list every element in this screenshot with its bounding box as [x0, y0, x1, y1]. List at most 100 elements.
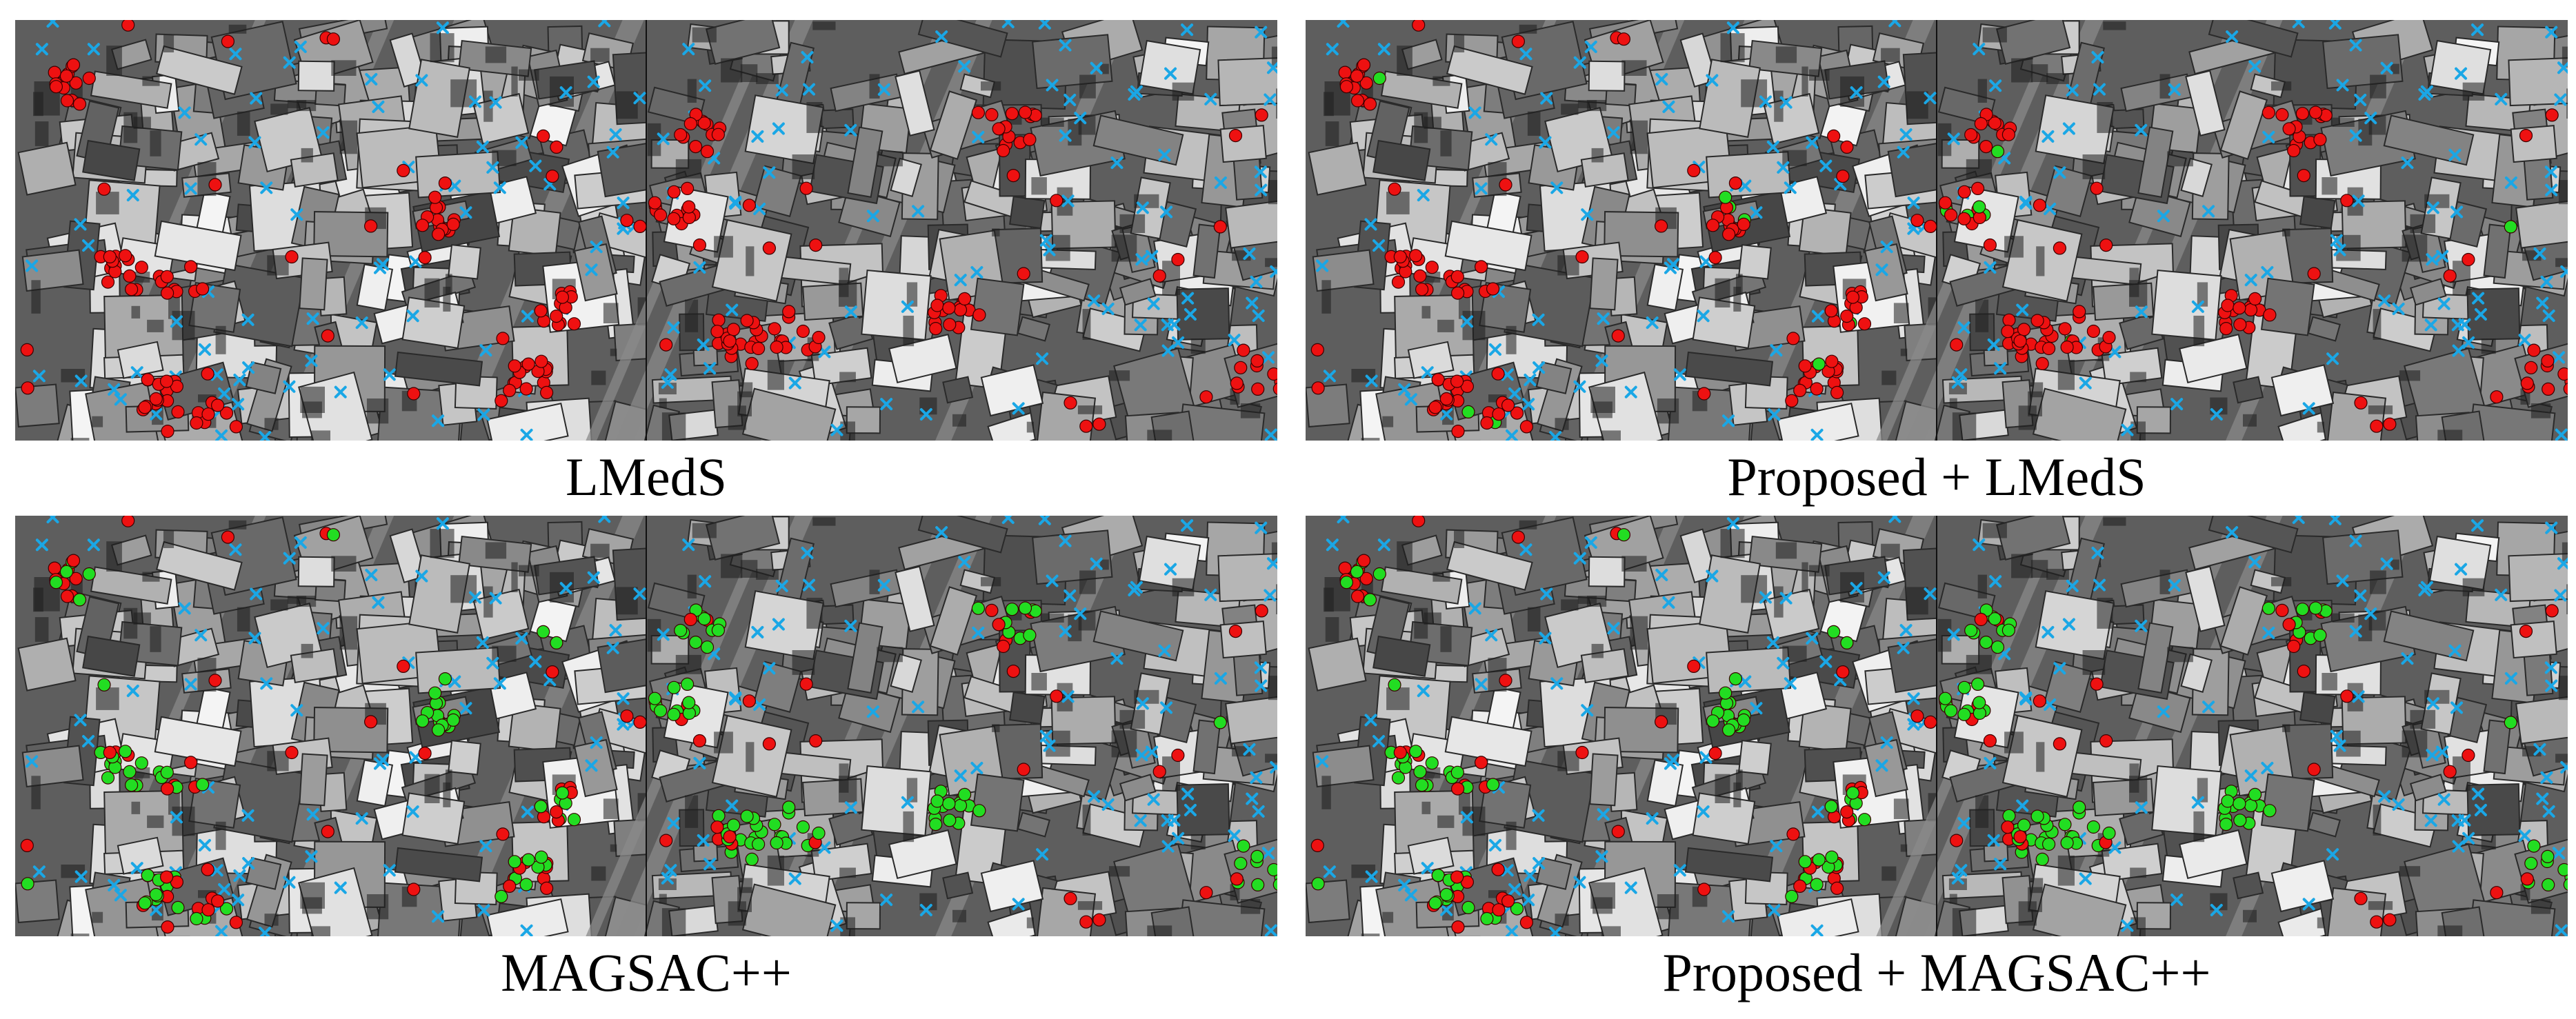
outlier-point — [667, 212, 681, 225]
outlier-point — [1611, 329, 1625, 343]
inlier-point — [521, 853, 535, 867]
keypoint-cross-icon — [214, 925, 228, 936]
keypoint-cross-icon — [493, 181, 506, 194]
right-image — [1876, 20, 2568, 441]
outlier-point — [1357, 554, 1371, 567]
keypoint-cross-icon — [559, 582, 572, 595]
keypoint-cross-icon — [2380, 557, 2393, 570]
outlier-point — [1171, 748, 1185, 763]
outlier-point — [1810, 382, 1824, 396]
keypoint-cross-icon — [1662, 596, 1675, 609]
inlier-point — [141, 868, 154, 882]
outlier-point — [407, 882, 421, 896]
keypoint-cross-icon — [1784, 677, 1797, 690]
outlier-point — [20, 838, 34, 852]
outlier-point — [1199, 390, 1213, 404]
inlier-point — [1267, 862, 1277, 877]
keypoint-cross-icon — [1888, 20, 1901, 28]
outlier-point — [768, 322, 781, 336]
outlier-point — [1924, 715, 1937, 729]
outlier-point — [2017, 323, 2031, 336]
outlier-point — [712, 313, 726, 327]
outlier-point — [1511, 34, 1525, 48]
keypoint-cross-icon — [585, 263, 598, 276]
keypoint-cross-icon — [1398, 383, 1411, 396]
keypoint-cross-icon — [1164, 67, 1177, 80]
keypoint-cross-icon — [1146, 250, 1159, 263]
keypoint-cross-icon — [260, 181, 273, 194]
keypoint-cross-icon — [436, 517, 449, 530]
keypoint-cross-icon — [2560, 760, 2568, 774]
outlier-point — [2035, 356, 2049, 370]
keypoint-cross-icon — [598, 516, 611, 523]
inlier-point — [134, 756, 148, 770]
panel-proposed-magsac — [1306, 516, 2568, 936]
keypoint-cross-icon — [2170, 894, 2184, 907]
outlier-point — [1064, 396, 1077, 410]
keypoint-cross-icon — [697, 834, 710, 847]
outlier-point — [1957, 212, 1971, 225]
inlier-point — [942, 797, 956, 811]
keypoint-cross-icon — [2066, 579, 2079, 592]
outlier-point — [363, 715, 378, 729]
inlier-point — [653, 704, 668, 718]
keypoint-cross-icon — [1475, 182, 1488, 195]
outlier-point — [2287, 143, 2301, 158]
inlier-point — [2017, 818, 2031, 832]
outlier-point — [2462, 748, 2475, 763]
outlier-point — [1617, 32, 1630, 46]
keypoint-cross-icon — [1012, 898, 1025, 911]
keypoint-cross-icon — [489, 96, 502, 109]
outlier-point — [1687, 163, 1701, 177]
keypoint-cross-icon — [1532, 313, 1545, 326]
keypoint-cross-icon — [521, 805, 534, 818]
inlier-point — [508, 855, 521, 869]
keypoint-cross-icon — [1951, 376, 1964, 389]
keypoint-cross-icon — [1880, 241, 1893, 254]
keypoint-cross-icon — [232, 894, 245, 907]
keypoint-cross-icon — [877, 578, 890, 592]
keypoint-cross-icon — [241, 809, 254, 822]
keypoint-cross-icon — [2302, 402, 2315, 415]
outlier-point — [1575, 250, 1589, 264]
outlier-point — [697, 116, 711, 130]
keypoint-cross-icon — [294, 40, 307, 53]
outlier-point — [397, 163, 410, 177]
keypoint-cross-icon — [170, 315, 183, 328]
keypoint-cross-icon — [2328, 516, 2342, 525]
keypoint-cross-icon — [606, 145, 619, 159]
outlier-point — [190, 416, 203, 430]
keypoint-cross-icon — [283, 380, 296, 393]
keypoint-cross-icon — [1064, 589, 1077, 602]
outlier-point — [1451, 782, 1465, 796]
keypoint-cross-icon — [1250, 275, 1263, 288]
keypoint-cross-icon — [1522, 894, 1535, 907]
inlier-point — [219, 902, 234, 916]
keypoint-cross-icon — [751, 130, 764, 143]
keypoint-cross-icon — [1646, 812, 1659, 825]
outlier-point — [2354, 396, 2368, 410]
keypoint-cross-icon — [1038, 20, 1051, 30]
outlier-point — [446, 217, 460, 231]
feature-markers — [1310, 20, 2568, 441]
aerial-image-pair — [1306, 20, 2568, 441]
outlier-point — [2244, 303, 2258, 316]
keypoint-cross-icon — [1880, 736, 1893, 749]
keypoint-cross-icon — [2016, 303, 2029, 316]
outlier-point — [1152, 269, 1166, 283]
keypoint-cross-icon — [1955, 864, 1968, 877]
keypoint-cross-icon — [2518, 334, 2531, 347]
inlier-point — [1391, 771, 1406, 785]
keypoint-cross-icon — [1597, 312, 1610, 325]
keypoint-cross-icon — [1036, 848, 1049, 861]
keypoint-cross-icon — [1059, 129, 1072, 142]
inlier-point — [160, 765, 174, 779]
keypoint-cross-icon — [2452, 344, 2465, 357]
outlier-point — [1798, 359, 1812, 373]
outlier-point — [221, 530, 234, 544]
inlier-point — [1023, 628, 1037, 642]
keypoint-cross-icon — [1135, 253, 1148, 266]
keypoint-cross-icon — [432, 910, 445, 923]
outlier-point — [1350, 94, 1365, 108]
inlier-point — [711, 623, 726, 637]
